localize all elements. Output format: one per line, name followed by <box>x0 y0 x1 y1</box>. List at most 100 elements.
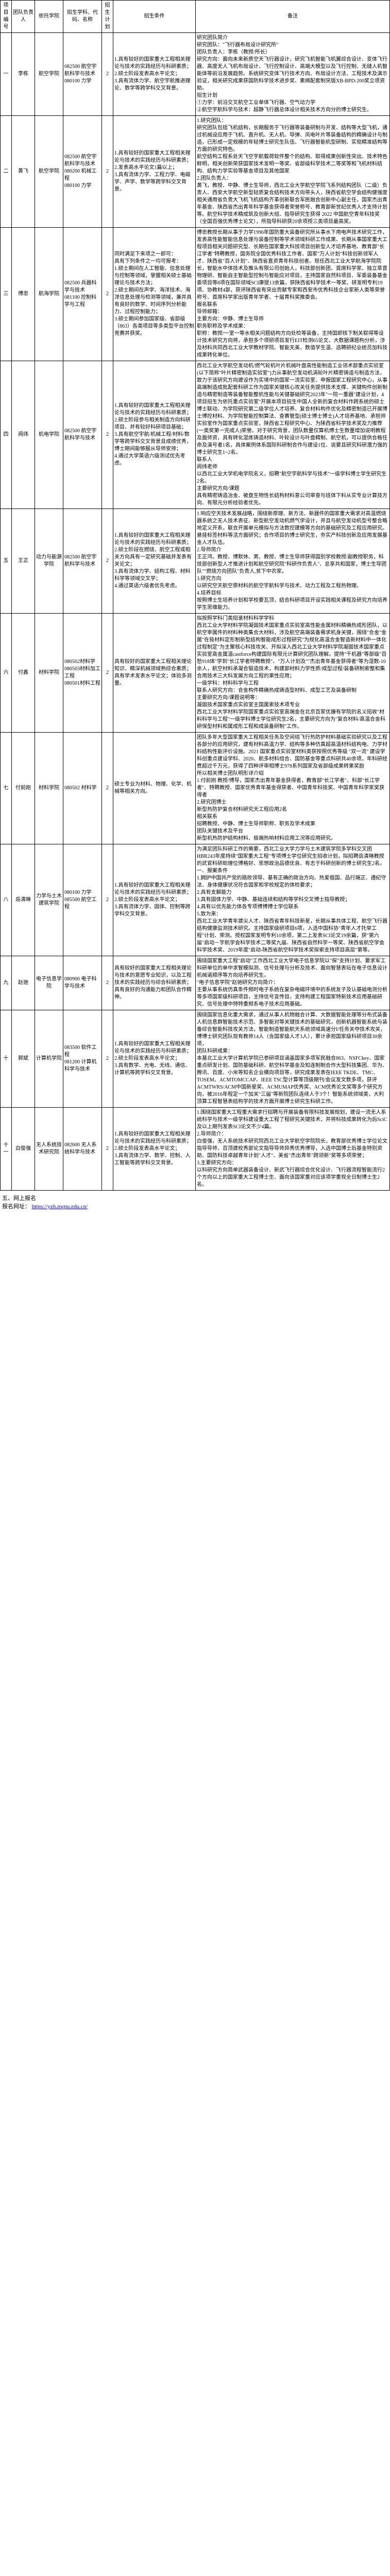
cell-major: 082600 无人系统科学与技术 <box>63 1108 102 1191</box>
cell-dept: 航海学院 <box>35 228 63 361</box>
cell-leader: 闾纬 <box>12 361 35 509</box>
cell-remark: 1.围绕国家重大工程重大需求行招聘与开展装备有限科技发展规划，建设一流无人系统科… <box>196 1108 390 1191</box>
cell-leader: 岳清琳 <box>12 844 35 956</box>
registration-link[interactable]: https://yzb.nwpu.edu.cn/ <box>32 1204 88 1210</box>
cell-major: 082500 航空宇航科学与技术 <box>63 361 102 509</box>
cell-plan: 2 <box>102 1010 113 1108</box>
cell-leader: 黄飞 <box>12 116 35 228</box>
cell-cond: 具有较好的国家重大工程相关理论与技术的意愿专业知识，以及工程技术的实践经历与综合… <box>113 956 196 1010</box>
col-major-header: 招生学科、代码、名称 <box>63 1 102 33</box>
cell-leader: 付鑫 <box>12 614 35 733</box>
cell-major: 082500 航空宇航科学与技术 080200 机械工程 080100 力学 <box>63 116 102 228</box>
cell-major: 082500 兵器科学与技术 081100 控制科学与工程 <box>63 228 102 361</box>
cell-major: 080502 材料学 <box>63 733 102 844</box>
cell-idx: 六 <box>1 614 12 733</box>
cell-cond: 1.具有较好的国家重大工程相关理论与技术的实践经历与科研素质； 2.硕士阶段参与… <box>113 361 196 509</box>
cell-leader: 傅忠 <box>12 228 35 361</box>
cell-dept: 机电学院 <box>35 361 63 509</box>
cell-major: 082500 航空宇航科学与技术 080100 力学 <box>63 33 102 116</box>
table-row: 七 付前刚 材料学院 080502 材料学 2 硕士专业为材料、物理、化学、机械… <box>1 733 390 844</box>
cell-remark: 西北工业大学航空发动机/燃气轮机叶片机械叶盘高性能制造工业领术部重点实验室(以下… <box>196 361 390 509</box>
cell-plan: 2 <box>102 33 113 116</box>
cell-remark: 傅忠教授长期从事于力学1996年国防重大装备研究所从事水下用电声技术研究工作，发… <box>196 228 390 361</box>
col-leader-header: 团队负责人 <box>12 1 35 33</box>
cell-remark: 1.研究团队： 研究团队包括飞机结构，长期服务于飞行器等装备研制与开发、结构等大… <box>196 116 390 228</box>
cell-major: 080900 电子科学与技术 <box>63 956 102 1010</box>
cell-idx: 七 <box>1 733 12 844</box>
cell-idx: 八 <box>1 844 12 956</box>
cell-remark: 研究团队简介 研究团队："飞行器布局设计研究所" 团队负责人：李栋（教授/所长）… <box>196 33 390 116</box>
col-idx-header: 项目编号 <box>1 1 12 33</box>
cell-dept: 力学与土木建筑学院 <box>35 844 63 956</box>
cell-plan: 2 <box>102 844 113 956</box>
table-row: 九 赵驰 电子信息学院 080900 电子科学与技术 2 具有较好的国家重大工程… <box>1 956 390 1010</box>
cell-dept: 航空学院 <box>35 116 63 228</box>
table-row: 五 王正 动力与能源学院 082500 航空宇航科学与技术 2 1.具有较好的国… <box>1 509 390 614</box>
cell-cond: 硕士专业为材料、物理、化学、机械等相关方向。 <box>113 733 196 844</box>
table-row: 八 岳清琳 力学与土木建筑学院 080100 力学 085500 航空工程 2 … <box>1 844 390 956</box>
footer-title: 五、网上报名 <box>2 1194 388 1202</box>
cell-idx: 十一 <box>1 1108 12 1191</box>
recruitment-table: 项目编号 团队负责人 依托学院 招生学科、代码、名称 招生计划 招生条件 备注 … <box>0 0 390 1191</box>
cell-major: 082500 航空宇航科学与技术 <box>63 509 102 614</box>
cell-plan: 2 <box>102 733 113 844</box>
footer-label: 报名网址： <box>2 1204 30 1210</box>
cell-dept: 计算机学院 <box>35 1010 63 1108</box>
cell-cond: 1.具有较好的国家重大工程相关理论与技术的实践经历与科研素质； 2.硕士阶段发表… <box>113 844 196 956</box>
cell-plan: 2 <box>102 228 113 361</box>
table-row: 六 付鑫 材料学院 080502材料学 080503材料加工工程 080501材… <box>1 614 390 733</box>
cell-plan: 2 <box>102 956 113 1010</box>
cell-major: 080502材料学 080503材料加工工程 080501材料工程 <box>63 614 102 733</box>
cell-plan: 2 <box>102 509 113 614</box>
col-plan-header: 招生计划 <box>102 1 113 33</box>
cell-dept: 材料学院 <box>35 614 63 733</box>
cell-idx: 一 <box>1 33 12 116</box>
cell-cond: 同时满足下来项之一即可： 具有下列条件之一均可报考： 1.硕士期间在人工智能、信… <box>113 228 196 361</box>
cell-leader: 李栋 <box>12 33 35 116</box>
cell-dept: 材料学院 <box>35 733 63 844</box>
footer: 五、网上报名 报名网址： https://yzb.nwpu.edu.cn/ <box>0 1191 390 1213</box>
cell-leader: 付前刚 <box>12 733 35 844</box>
table-row: 一 李栋 航空学院 082500 航空宇航科学与技术 080100 力学 2 1… <box>1 33 390 116</box>
cell-leader: 王正 <box>12 509 35 614</box>
cell-remark: 1.响应空天技术发展战略，围绕新原理、新方法、新器件的国家重大需求对高温燃烧器系… <box>196 509 390 614</box>
cell-plan: 2 <box>102 614 113 733</box>
col-remark-header: 备注 <box>196 1 390 33</box>
cell-cond: 1.具有较好的国家重大工程相关理论与技术的实践经历与科研素质； 2.硕士阶段发表… <box>113 1010 196 1108</box>
cell-dept: 电子信息学院 <box>35 956 63 1010</box>
cell-idx: 九 <box>1 956 12 1010</box>
table-header-row: 项目编号 团队负责人 依托学院 招生学科、代码、名称 招生计划 招生条件 备注 <box>1 1 390 33</box>
cell-plan: 2 <box>102 1108 113 1191</box>
col-cond-header: 招生条件 <box>113 1 196 33</box>
table-row: 三 傅忠 航海学院 082500 兵器科学与技术 081100 控制科学与工程 … <box>1 228 390 361</box>
table-row: 十 郭斌 计算机学院 083500 软件工程 081200 计算机科学与技术 2… <box>1 1010 390 1108</box>
cell-leader: 郭斌 <box>12 1010 35 1108</box>
cell-remark: 拟按照学科门类招录材料科学学科 西北工业大学材料学院凝固技术国家重点实验室高性能… <box>196 614 390 733</box>
cell-dept: 无人系统技术研究院 <box>35 1108 63 1191</box>
cell-remark: 围绕国家信息化重大需求，通过从事人机物融合计算、大数据智能处理等分布式装备人机信… <box>196 1010 390 1108</box>
cell-major: 080100 力学 085500 航空工程 <box>63 844 102 956</box>
cell-cond: 1.具有较好的国家重大工程相关理论与技术的实践经历与科研素质； 2.硕士阶段发表… <box>113 1108 196 1191</box>
table-row: 二 黄飞 航空学院 082500 航空宇航科学与技术 080200 机械工程 0… <box>1 116 390 228</box>
cell-idx: 五 <box>1 509 12 614</box>
cell-plan: 2 <box>102 116 113 228</box>
cell-dept: 动力与能源学院 <box>35 509 63 614</box>
table-row: 十一 白俊强 无人系统技术研究院 082600 无人系统科学与技术 2 1.具有… <box>1 1108 390 1191</box>
cell-cond: 1.具有较好的国家重大工程相关理论与技术的实践经历与科研素质； 2.硕士阶段发表… <box>113 33 196 116</box>
cell-major: 083500 软件工程 081200 计算机科学与技术 <box>63 1010 102 1108</box>
cell-idx: 四 <box>1 361 12 509</box>
cell-cond: 具有较好的国家重大工程相关理论知识、精深机械领域熟综合素质； 具有学术发表水平论… <box>113 614 196 733</box>
cell-leader: 白俊强 <box>12 1108 35 1191</box>
cell-cond: 1.具有较好的国家重大工程相关理论与技术的实践经历与科研素质； 2.硕士阶段在燃… <box>113 509 196 614</box>
table-row: 四 闾纬 机电学院 082500 航空宇航科学与技术 2 1.具有较好的国家重大… <box>1 361 390 509</box>
cell-leader: 赵驰 <box>12 956 35 1010</box>
cell-dept: 航空学院 <box>35 33 63 116</box>
cell-plan: 2 <box>102 361 113 509</box>
cell-idx: 二 <box>1 116 12 228</box>
col-dept-header: 依托学院 <box>35 1 63 33</box>
cell-remark: 围绕国家重大工程"启动"工作西北工业大学电子信息学院以"探"支持计划、要求军工科… <box>196 956 390 1010</box>
cell-remark: 团队多年大型国家重大工程相关任务及空间组飞行热防护材料基础实验研究以及工程各部分… <box>196 733 390 844</box>
cell-idx: 三 <box>1 228 12 361</box>
cell-idx: 十 <box>1 1010 12 1108</box>
cell-cond: 1.具有较好的国家重大工程相关理论与技术的实践经历与科研素质； 2.发表高水平论… <box>113 116 196 228</box>
